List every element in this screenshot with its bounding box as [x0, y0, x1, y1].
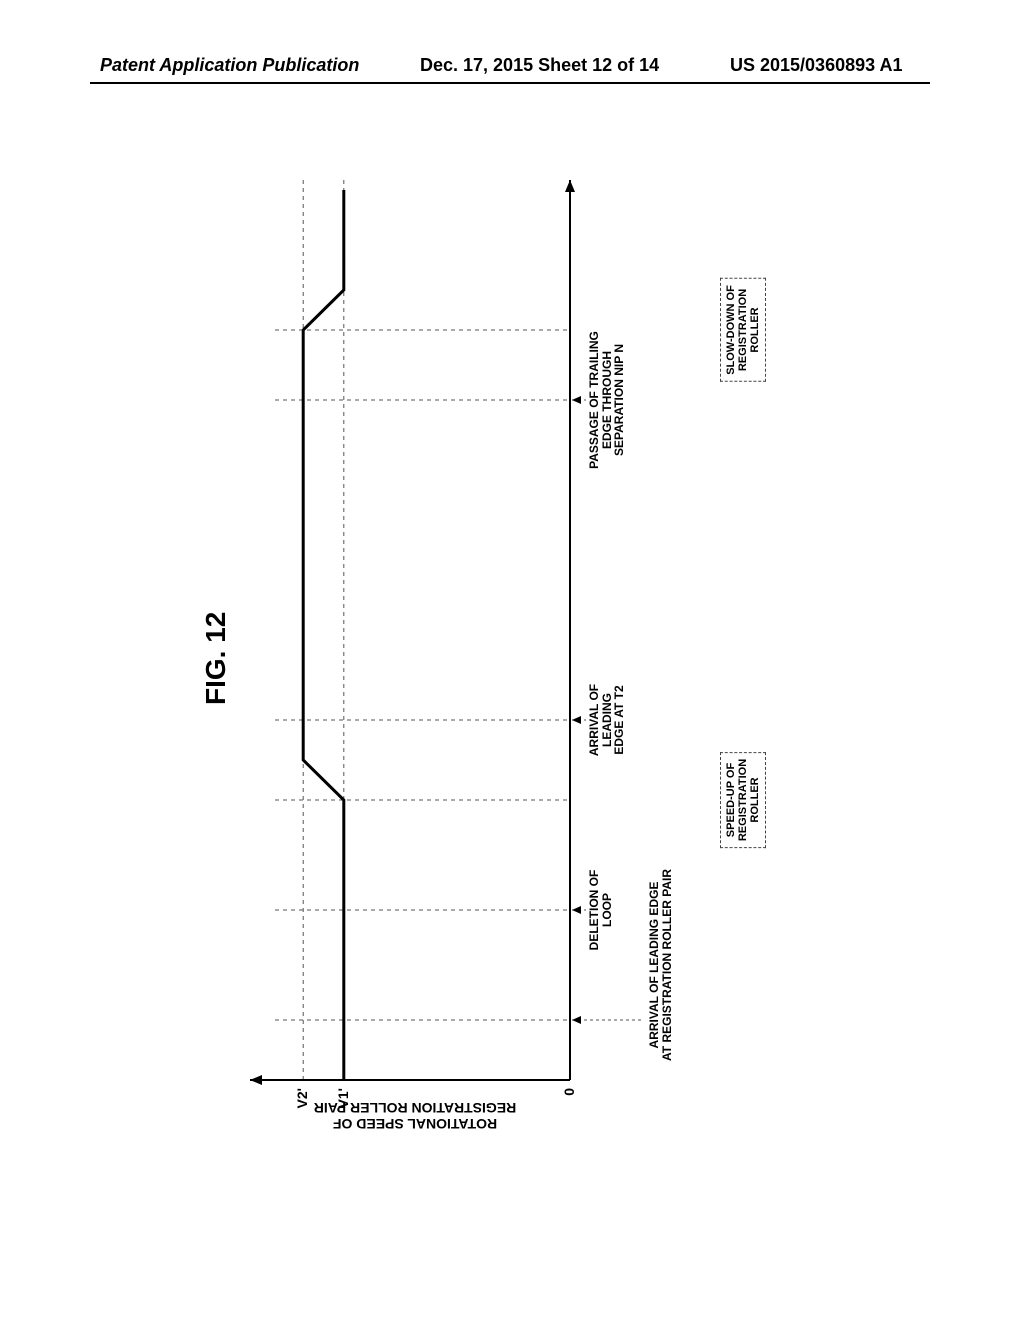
event-passage-nip-n: PASSAGE OF TRAILINGEDGE THROUGHSEPARATIO…	[588, 331, 626, 469]
y-tick-label: V2'	[294, 1088, 310, 1108]
box-speed-up: SPEED-UP OFREGISTRATIONROLLER	[720, 752, 766, 848]
page-root: Patent Application Publication Dec. 17, …	[0, 0, 1024, 1320]
figure-rotated-inner: FIG. 12 ROTATIONAL SPEED OFREGISTRATION …	[140, 140, 880, 1200]
event-arrival-roller-pair: ARRIVAL OF LEADING EDGEAT REGISTRATION R…	[648, 869, 673, 1061]
y-axis-label: ROTATIONAL SPEED OFREGISTRATION ROLLER P…	[270, 1100, 560, 1132]
event-arrival-t2: ARRIVAL OFLEADINGEDGE AT T2	[588, 684, 626, 756]
y-tick-label: 0	[561, 1088, 577, 1096]
y-axis-label-line: ROTATIONAL SPEED OF	[333, 1116, 497, 1132]
header-mid-text: Dec. 17, 2015 Sheet 12 of 14	[420, 55, 659, 76]
event-deletion-of-loop: DELETION OFLOOP	[588, 870, 613, 951]
header-rule	[90, 82, 930, 84]
y-tick-label: V1'	[335, 1088, 351, 1108]
header-right-text: US 2015/0360893 A1	[730, 55, 902, 76]
page-header: Patent Application Publication Dec. 17, …	[0, 55, 1024, 85]
box-slow-down: SLOW-DOWN OFREGISTRATIONROLLER	[720, 278, 766, 382]
header-left-text: Patent Application Publication	[100, 55, 359, 76]
figure-container: FIG. 12 ROTATIONAL SPEED OFREGISTRATION …	[140, 140, 880, 1200]
speed-chart	[140, 140, 880, 1200]
